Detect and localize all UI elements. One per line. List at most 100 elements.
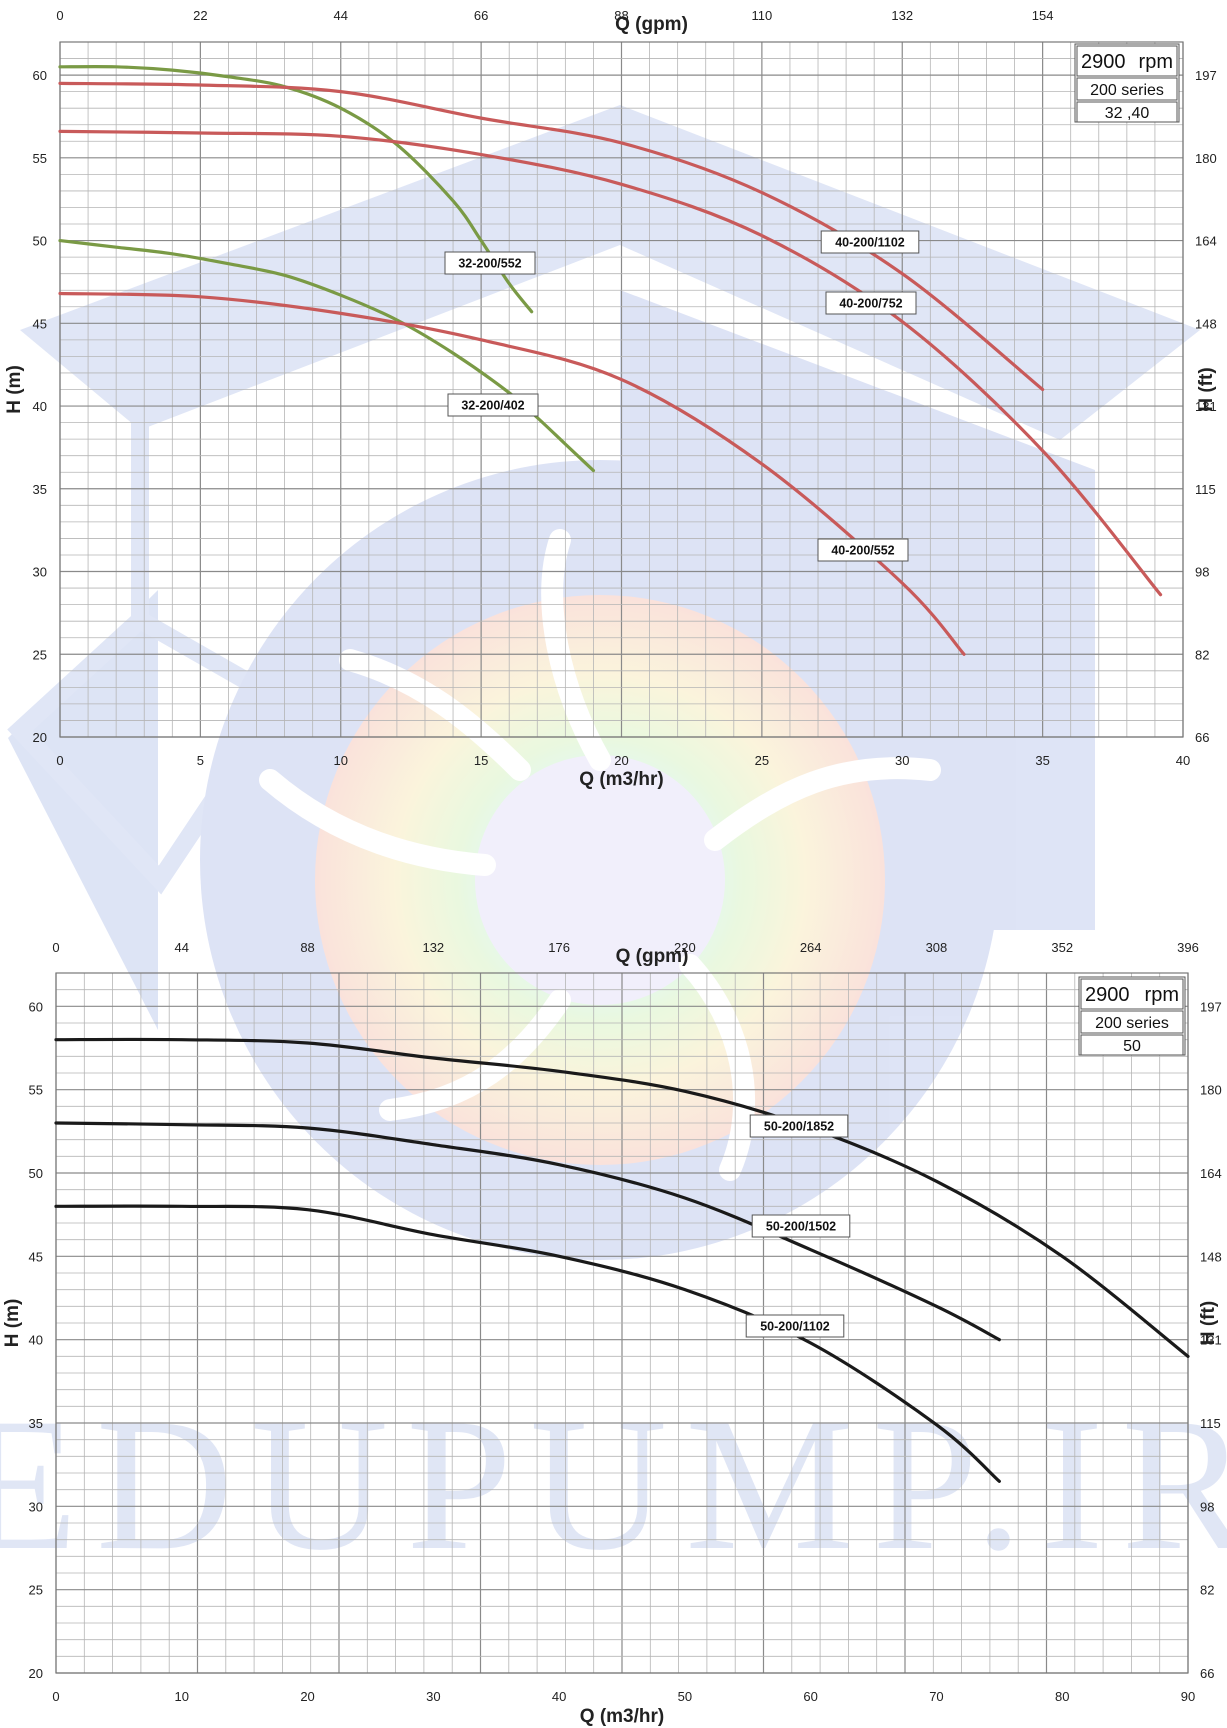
y2-tick-label: 197	[1200, 999, 1222, 1014]
x-tick-label: 10	[334, 753, 348, 768]
info-row-series	[1080, 1010, 1184, 1034]
info-box: 2900 rpm 200 series 50	[1078, 976, 1186, 1056]
x-tick-label: 40	[1176, 753, 1190, 768]
x-tick-label: 0	[52, 1689, 59, 1704]
y-tick-label: 20	[33, 730, 47, 745]
x-tick-label: 25	[755, 753, 769, 768]
y-tick-label: 45	[33, 316, 47, 331]
curve-label: 50-200/1102	[745, 1314, 845, 1338]
pump-curve-40-200-1102	[58, 81, 1045, 392]
plot-frame	[59, 41, 1184, 738]
y2-tick-label: 180	[1200, 1083, 1222, 1098]
x2-axis-title: Q (gpm)	[616, 946, 689, 967]
y2-tick-label: 131	[1200, 1333, 1222, 1348]
speed-unit: rpm	[1145, 984, 1179, 1006]
curve-label-box	[751, 1214, 851, 1238]
x2-tick-label: 220	[674, 940, 696, 955]
curve-label: 50-200/1852	[749, 1114, 849, 1138]
x-tick-label: 40	[552, 1689, 566, 1704]
y-tick-label: 35	[29, 1416, 43, 1431]
curve-label-text: 50-200/1852	[764, 1120, 834, 1134]
y-tick-label: 45	[29, 1249, 43, 1264]
curve-label: 50-200/1502	[751, 1214, 851, 1238]
x2-tick-label: 264	[800, 940, 822, 955]
y2-tick-label: 82	[1200, 1583, 1214, 1598]
x2-tick-label: 0	[52, 940, 59, 955]
curve-label: 40-200/1102	[820, 230, 920, 254]
info-row-sizes	[1080, 1034, 1184, 1056]
y2-tick-label: 98	[1200, 1499, 1214, 1514]
y2-axis-title: H (ft)	[1198, 1301, 1219, 1345]
y2-tick-label: 66	[1200, 1666, 1214, 1681]
x2-tick-label: 44	[334, 8, 348, 23]
x2-tick-label: 396	[1177, 940, 1199, 955]
grid	[59, 41, 1184, 738]
x-tick-label: 70	[929, 1689, 943, 1704]
curve-label-text: 32-200/402	[461, 399, 524, 413]
x2-tick-label: 88	[300, 940, 314, 955]
y2-tick-label: 66	[1195, 730, 1209, 745]
y2-tick-label: 98	[1195, 565, 1209, 580]
curve-label-text: 40-200/552	[831, 544, 894, 558]
x2-tick-label: 352	[1051, 940, 1073, 955]
y2-tick-label: 115	[1195, 482, 1216, 497]
x2-tick-label: 132	[891, 8, 913, 23]
x2-tick-label: 66	[474, 8, 488, 23]
x2-tick-label: 132	[422, 940, 444, 955]
curve-label-box	[447, 393, 539, 417]
x-axis-title: Q (m3/hr)	[580, 1706, 664, 1727]
x-tick-label: 30	[426, 1689, 440, 1704]
curve-label-box	[820, 230, 920, 254]
info-row-sizes	[1076, 101, 1178, 123]
y-tick-label: 40	[29, 1333, 43, 1348]
x2-tick-label: 308	[926, 940, 948, 955]
curve-label-box	[745, 1314, 845, 1338]
curve-label-box	[749, 1114, 849, 1138]
plot-frame	[55, 972, 1189, 1674]
speed-value: 2900	[1085, 984, 1130, 1006]
y2-tick-label: 131	[1195, 399, 1217, 414]
curve-label-text: 32-200/552	[458, 257, 521, 271]
x2-tick-label: 154	[1032, 8, 1054, 23]
series-name: 200 series	[1095, 1015, 1169, 1032]
y2-tick-label: 82	[1195, 647, 1209, 662]
x2-tick-label: 44	[175, 940, 189, 955]
x2-tick-label: 0	[56, 8, 63, 23]
x2-axis-title: Q (gpm)	[615, 14, 688, 35]
info-box-frame	[1074, 43, 1180, 123]
pump-curve-50-200-1102	[54, 1204, 1001, 1483]
info-box: 2900 rpm 200 series 32 ,40	[1074, 43, 1180, 123]
speed-value: 2900	[1081, 51, 1126, 73]
curve-label: 32-200/552	[444, 251, 536, 275]
pump-curve-40-200-752	[58, 129, 1163, 597]
y-tick-label: 30	[33, 565, 47, 580]
x-tick-label: 30	[895, 753, 909, 768]
watermark-text: EDUPUMP.IR	[0, 1380, 1227, 1590]
y2-tick-label: 115	[1200, 1416, 1221, 1431]
x2-tick-label: 110	[752, 8, 773, 23]
pump-curve-32-200-402	[58, 238, 596, 473]
x2-tick-label: 22	[193, 8, 207, 23]
curve-label-text: 40-200/1102	[835, 236, 905, 250]
y-tick-label: 25	[29, 1583, 43, 1598]
speed-unit: rpm	[1139, 51, 1173, 73]
grid	[55, 972, 1189, 1674]
chart-1: 0 5 10 15 20 25 30 35 40 0 22 44 66 88 110 132 154 20 25 30…	[4, 8, 1217, 790]
y-tick-label: 40	[33, 399, 47, 414]
x2-tick-label: 176	[548, 940, 570, 955]
y-axis-title: H (m)	[2, 1299, 23, 1348]
y-tick-label: 55	[33, 151, 47, 166]
curve-label: 32-200/402	[447, 393, 539, 417]
series-name: 200 series	[1090, 82, 1164, 99]
x-tick-label: 0	[56, 753, 63, 768]
sizes-value: 50	[1123, 1038, 1141, 1055]
pump-curve-50-200-1502	[54, 1121, 1001, 1342]
y-tick-label: 60	[33, 68, 47, 83]
curve-label-text: 50-200/1502	[766, 1220, 836, 1234]
curve-label-box	[825, 291, 917, 315]
x-tick-label: 20	[300, 1689, 314, 1704]
y-tick-label: 60	[29, 999, 43, 1014]
info-row-speed	[1080, 978, 1184, 1010]
x-tick-label: 35	[1035, 753, 1049, 768]
x-tick-label: 50	[678, 1689, 692, 1704]
